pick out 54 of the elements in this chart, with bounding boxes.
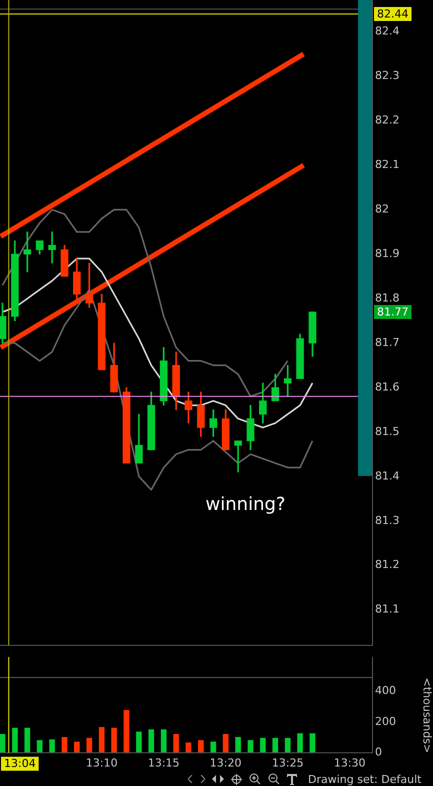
y-tick-label: 82.4: [375, 24, 400, 38]
y-tick-label: 81.1: [375, 602, 400, 616]
y-tick-label: 81.9: [375, 247, 400, 260]
bar: [24, 728, 30, 753]
y-tick-label: 82.1: [375, 158, 400, 172]
bar: [260, 738, 266, 753]
ref-line-label: 13:04: [4, 757, 36, 770]
bar: [272, 738, 278, 753]
bar: [222, 734, 228, 753]
bar: [49, 739, 55, 753]
bar: [86, 738, 92, 753]
x-tick-label: 13:10: [86, 756, 118, 770]
bar: [310, 733, 316, 753]
x-tick-label: 13:20: [210, 756, 242, 770]
bar: [74, 742, 80, 753]
y-tick-label: 81.5: [375, 424, 400, 438]
y-tick-label: 0: [375, 746, 382, 759]
y-tick-label: 82: [375, 202, 389, 216]
y-tick-label: 82.3: [375, 69, 400, 82]
y-tick-label: 81.7: [375, 336, 400, 349]
bar: [248, 740, 254, 753]
bar: [124, 710, 130, 753]
y-tick-label: 81.3: [375, 514, 400, 527]
y-tick-label: 81.6: [375, 380, 400, 394]
text: Drawing set: Default: [308, 772, 422, 786]
bar: [36, 740, 42, 753]
x-tick-label: 13:25: [272, 756, 304, 770]
bar: [111, 728, 117, 753]
bar: [235, 737, 241, 753]
bar: [186, 742, 192, 753]
bar: [136, 732, 142, 753]
y-axis-title: <thousands>: [420, 678, 433, 754]
bar: [198, 740, 204, 753]
bar: [284, 738, 291, 753]
bar: [62, 737, 68, 753]
bar: [12, 728, 18, 753]
y-tick-label: 82.2: [375, 114, 400, 127]
x-tick-label: 13:30: [334, 756, 366, 770]
y-tick-label: 81.8: [375, 291, 400, 304]
ref-line-label: 82.44: [377, 7, 408, 20]
bar: [297, 733, 303, 753]
bar: [210, 742, 216, 753]
bar: [98, 727, 105, 753]
annotation: winning?: [206, 494, 286, 516]
text: 81.77: [377, 305, 408, 318]
y-tick-label: 200: [375, 714, 396, 728]
bar: [160, 729, 167, 753]
y-tick-label: 400: [375, 684, 396, 697]
bar: [173, 734, 179, 753]
y-tick-label: 81.4: [375, 469, 400, 482]
bar: [0, 734, 6, 753]
x-tick-label: 13:15: [148, 756, 180, 770]
bar: [148, 729, 154, 753]
y-tick-label: 81.2: [375, 558, 400, 572]
